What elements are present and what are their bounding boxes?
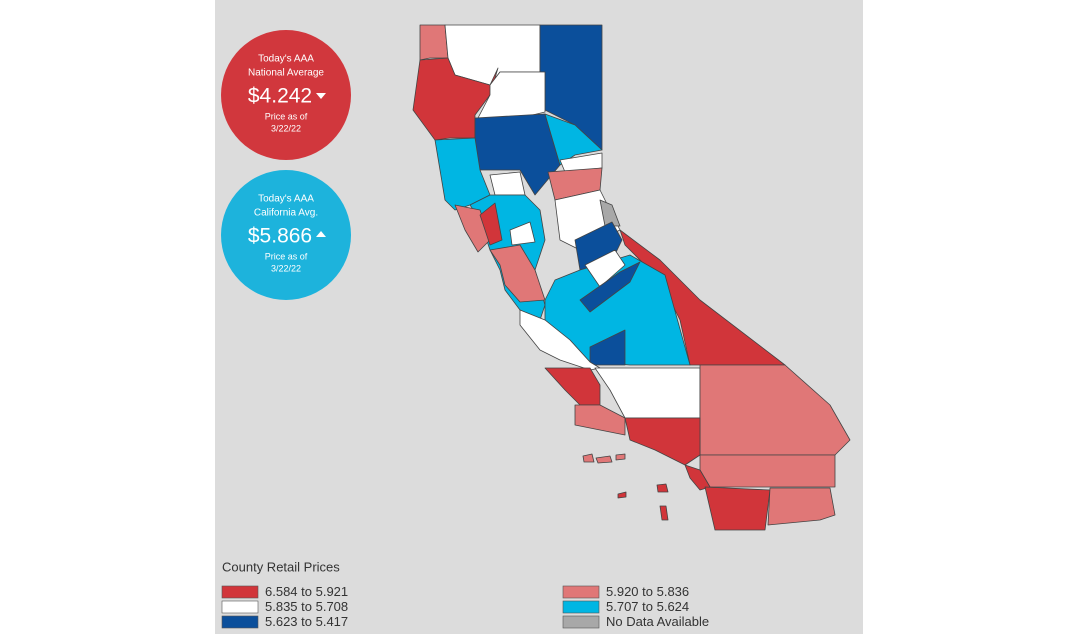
legend-label: 5.835 to 5.708 (265, 599, 348, 614)
badge-price: $4.242 (248, 85, 312, 108)
county (599, 199, 621, 227)
county (509, 221, 536, 246)
legend-swatch (221, 615, 259, 629)
legend-swatch (221, 585, 259, 599)
county (489, 171, 526, 196)
county (519, 309, 601, 371)
down-arrow (316, 93, 326, 99)
legend-swatch (221, 600, 259, 614)
badge-date: Price as of (265, 251, 308, 261)
legend-title: County Retail Prices (222, 559, 340, 574)
badge-date: Price as of (265, 111, 308, 121)
county (479, 202, 503, 246)
california-badge: Today's AAA California Avg. $5.866 Price… (221, 170, 351, 300)
county (419, 24, 449, 61)
legend-swatch (562, 585, 600, 599)
county (412, 57, 499, 141)
county (574, 404, 626, 436)
badge-label: Today's AAA (258, 54, 314, 65)
county (704, 486, 771, 531)
island (582, 453, 595, 463)
legend-label: 5.920 to 5.836 (606, 584, 689, 599)
island (595, 455, 613, 464)
california-map (412, 24, 851, 531)
legend-label: 6.584 to 5.921 (265, 584, 348, 599)
badge-circle (221, 30, 351, 160)
island (615, 453, 626, 461)
legend-label: No Data Available (606, 614, 709, 629)
legend-swatch (562, 600, 600, 614)
badge-price: $5.866 (248, 225, 312, 248)
badge-label: Today's AAA (258, 194, 314, 205)
island (656, 483, 669, 493)
county (589, 329, 626, 366)
island (659, 505, 669, 521)
legend-label: 5.623 to 5.417 (265, 614, 348, 629)
county (579, 261, 641, 313)
legend-swatch (562, 615, 600, 629)
county (544, 113, 603, 166)
national-badge: Today's AAA National Average $4.242 Pric… (221, 30, 351, 160)
badge-label: California Avg. (254, 208, 318, 219)
badge-label: National Average (248, 68, 324, 79)
up-arrow (316, 231, 326, 237)
badge-date: 3/22/22 (271, 263, 301, 273)
island (617, 491, 627, 499)
county (767, 487, 836, 526)
county (584, 249, 626, 288)
legend-label: 5.707 to 5.624 (606, 599, 689, 614)
badge-date: 3/22/22 (271, 123, 301, 133)
county (489, 244, 546, 303)
badge-circle (221, 170, 351, 300)
county (699, 454, 836, 488)
